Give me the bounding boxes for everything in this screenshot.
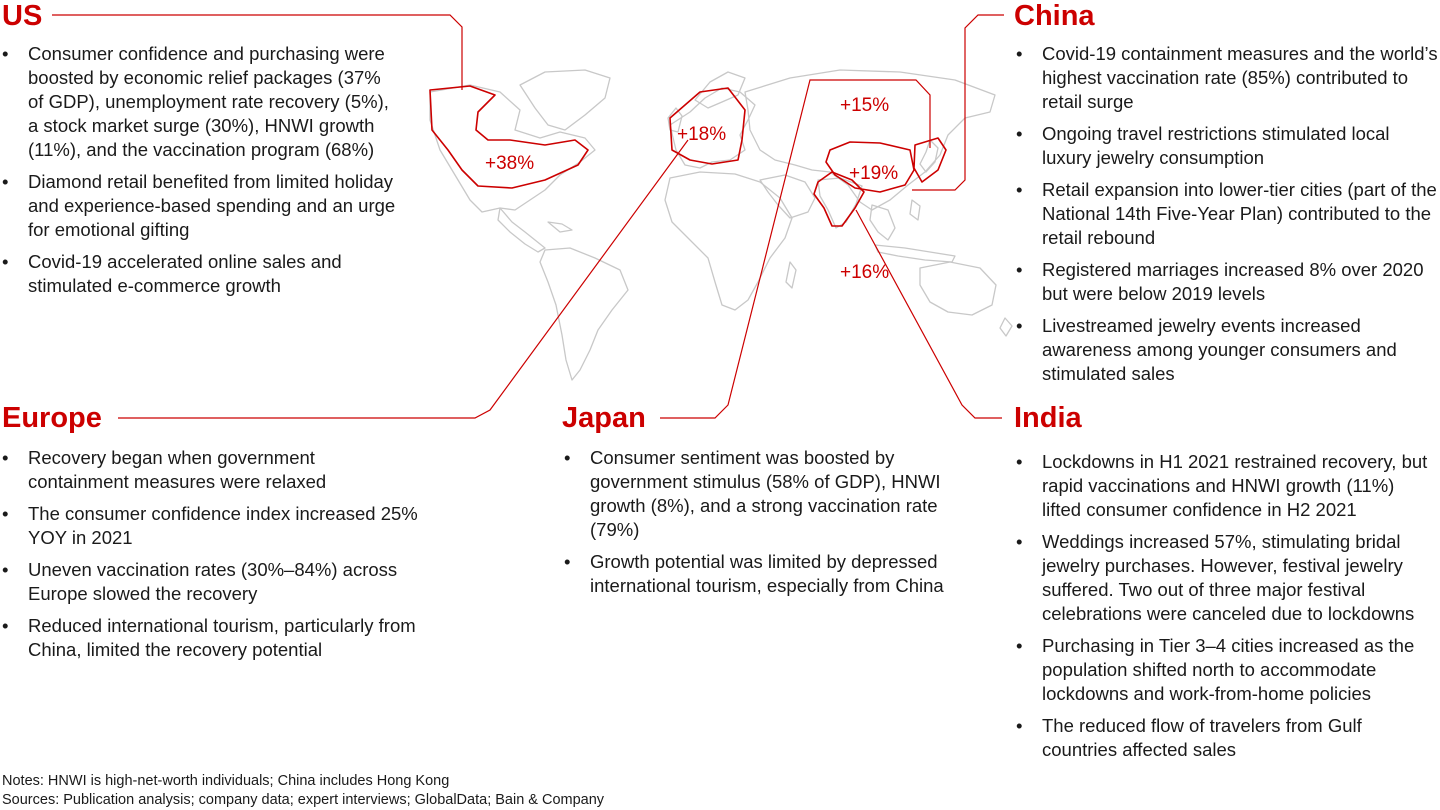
central-america-outline xyxy=(497,207,546,253)
china-bullet: Retail expansion into lower-tier cities … xyxy=(1014,178,1438,250)
europe-growth-label: +18% xyxy=(677,124,727,145)
us-growth-label: +38% xyxy=(485,153,535,174)
india-growth-label: +16% xyxy=(840,262,890,283)
us-bullets: Consumer confidence and purchasing were … xyxy=(0,42,400,306)
arabia-outline xyxy=(759,174,816,219)
scandinavia-outline xyxy=(694,71,746,109)
connectors xyxy=(52,14,1004,419)
europe-title: Europe xyxy=(2,402,102,434)
us-title: US xyxy=(2,0,43,32)
indonesia-outline xyxy=(874,244,956,263)
india-bullet: The reduced flow of travelers from Gulf … xyxy=(1014,714,1438,762)
us-highlight xyxy=(429,85,589,189)
us-bullet: Covid-19 accelerated online sales and st… xyxy=(0,250,400,298)
japan-growth-label: +15% xyxy=(840,95,890,116)
africa-outline xyxy=(664,171,793,311)
map-landmasses xyxy=(429,69,1013,381)
china-highlight xyxy=(825,141,915,193)
europe-bullets: Recovery began when government containme… xyxy=(0,446,420,670)
india-bullet: Purchasing in Tier 3–4 cities increased … xyxy=(1014,634,1438,706)
india-bullet: Weddings increased 57%, stimulating brid… xyxy=(1014,530,1438,626)
australia-outline xyxy=(919,261,997,316)
japan-bullets: Consumer sentiment was boosted by govern… xyxy=(562,446,982,606)
india-outline xyxy=(817,177,863,229)
southeast-asia-outline xyxy=(869,204,896,241)
us-bullet: Diamond retail benefited from limited ho… xyxy=(0,170,400,242)
india-connector xyxy=(855,209,1002,419)
europe-bullet: Recovery began when government containme… xyxy=(0,446,420,494)
greenland-outline xyxy=(519,69,611,131)
india-highlight xyxy=(813,171,865,227)
europe-bullet: Uneven vaccination rates (30%–84%) acros… xyxy=(0,558,420,606)
china-bullets: Covid-19 containment measures and the wo… xyxy=(1014,42,1438,394)
china-title: China xyxy=(1014,0,1095,32)
china-bullet: Ongoing travel restrictions stimulated l… xyxy=(1014,122,1438,170)
caribbean-outline xyxy=(547,221,573,233)
europe-bullet: The consumer confidence index increased … xyxy=(0,502,420,550)
asia-outline xyxy=(744,69,996,211)
notes-footnote: Notes: HNWI is high-net-worth individual… xyxy=(2,773,450,789)
japan-title: Japan xyxy=(562,402,646,434)
us-bullet: Consumer confidence and purchasing were … xyxy=(0,42,400,162)
sources-footnote: Sources: Publication analysis; company d… xyxy=(2,792,605,808)
madagascar-outline xyxy=(785,261,797,289)
us-connector xyxy=(52,14,463,90)
philippines-outline xyxy=(909,199,921,221)
japan-bullet: Consumer sentiment was boosted by govern… xyxy=(562,446,982,542)
new-zealand-outline xyxy=(999,317,1013,337)
south-america-outline xyxy=(539,247,629,381)
north-america-outline xyxy=(429,84,596,213)
india-bullet: Lockdowns in H1 2021 restrained recovery… xyxy=(1014,450,1438,522)
china-connector xyxy=(912,14,1004,191)
japan-connector xyxy=(660,79,931,419)
japan-bullet: Growth potential was limited by depresse… xyxy=(562,550,982,598)
europe-bullet: Reduced international tourism, particula… xyxy=(0,614,420,662)
japan-outline xyxy=(919,139,939,173)
europe-connector xyxy=(118,139,689,419)
europe-highlight xyxy=(669,87,746,165)
india-title: India xyxy=(1014,402,1082,434)
highlight-regions xyxy=(429,85,947,227)
china-bullet: Covid-19 containment measures and the wo… xyxy=(1014,42,1438,114)
europe-outline xyxy=(669,87,756,169)
china-growth-label: +19% xyxy=(849,163,899,184)
uk-outline xyxy=(667,107,683,133)
india-bullets: Lockdowns in H1 2021 restrained recovery… xyxy=(1014,450,1438,770)
china-bullet: Livestreamed jewelry events increased aw… xyxy=(1014,314,1438,386)
china-bullet: Registered marriages increased 8% over 2… xyxy=(1014,258,1438,306)
